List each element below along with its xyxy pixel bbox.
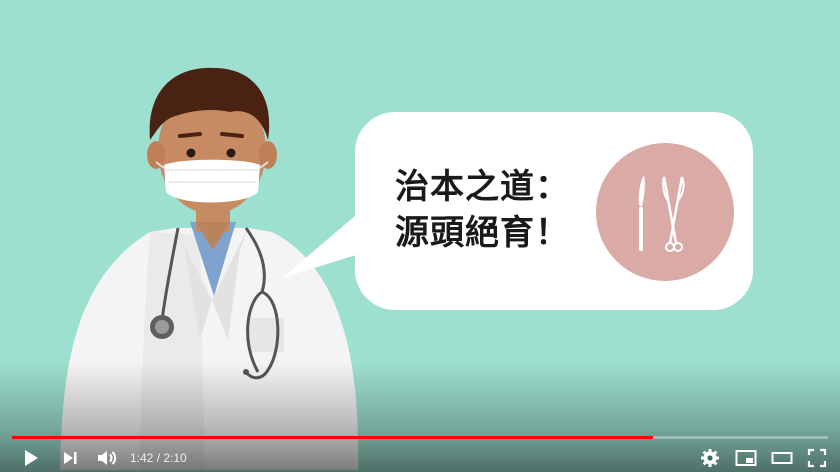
caption-line-2: 源頭絕育！ — [395, 213, 570, 253]
surgical-tools-badge — [596, 143, 734, 281]
theater-mode-icon[interactable] — [771, 448, 793, 468]
duration: 2:10 — [163, 451, 187, 465]
settings-gear-icon[interactable] — [700, 448, 720, 468]
progress-bar[interactable] — [12, 436, 828, 439]
next-icon[interactable] — [60, 448, 80, 468]
play-icon[interactable] — [20, 448, 40, 468]
miniplayer-icon[interactable] — [735, 448, 757, 468]
volume-icon[interactable] — [96, 448, 118, 468]
fullscreen-icon[interactable] — [807, 448, 827, 468]
current-time: 1:42 — [130, 451, 154, 465]
caption-line-1: 治本之道： — [395, 167, 570, 207]
time-separator: / — [153, 451, 164, 465]
player-controls: 1:42 / 2:10 — [0, 444, 840, 472]
speech-bubble-tail — [282, 210, 372, 278]
scalpel-and-scissors-icon — [638, 175, 685, 252]
progress-played — [12, 436, 653, 439]
bubble-caption: 治本之道： 源頭絕育！ — [395, 164, 595, 256]
time-display: 1:42 / 2:10 — [130, 451, 187, 465]
